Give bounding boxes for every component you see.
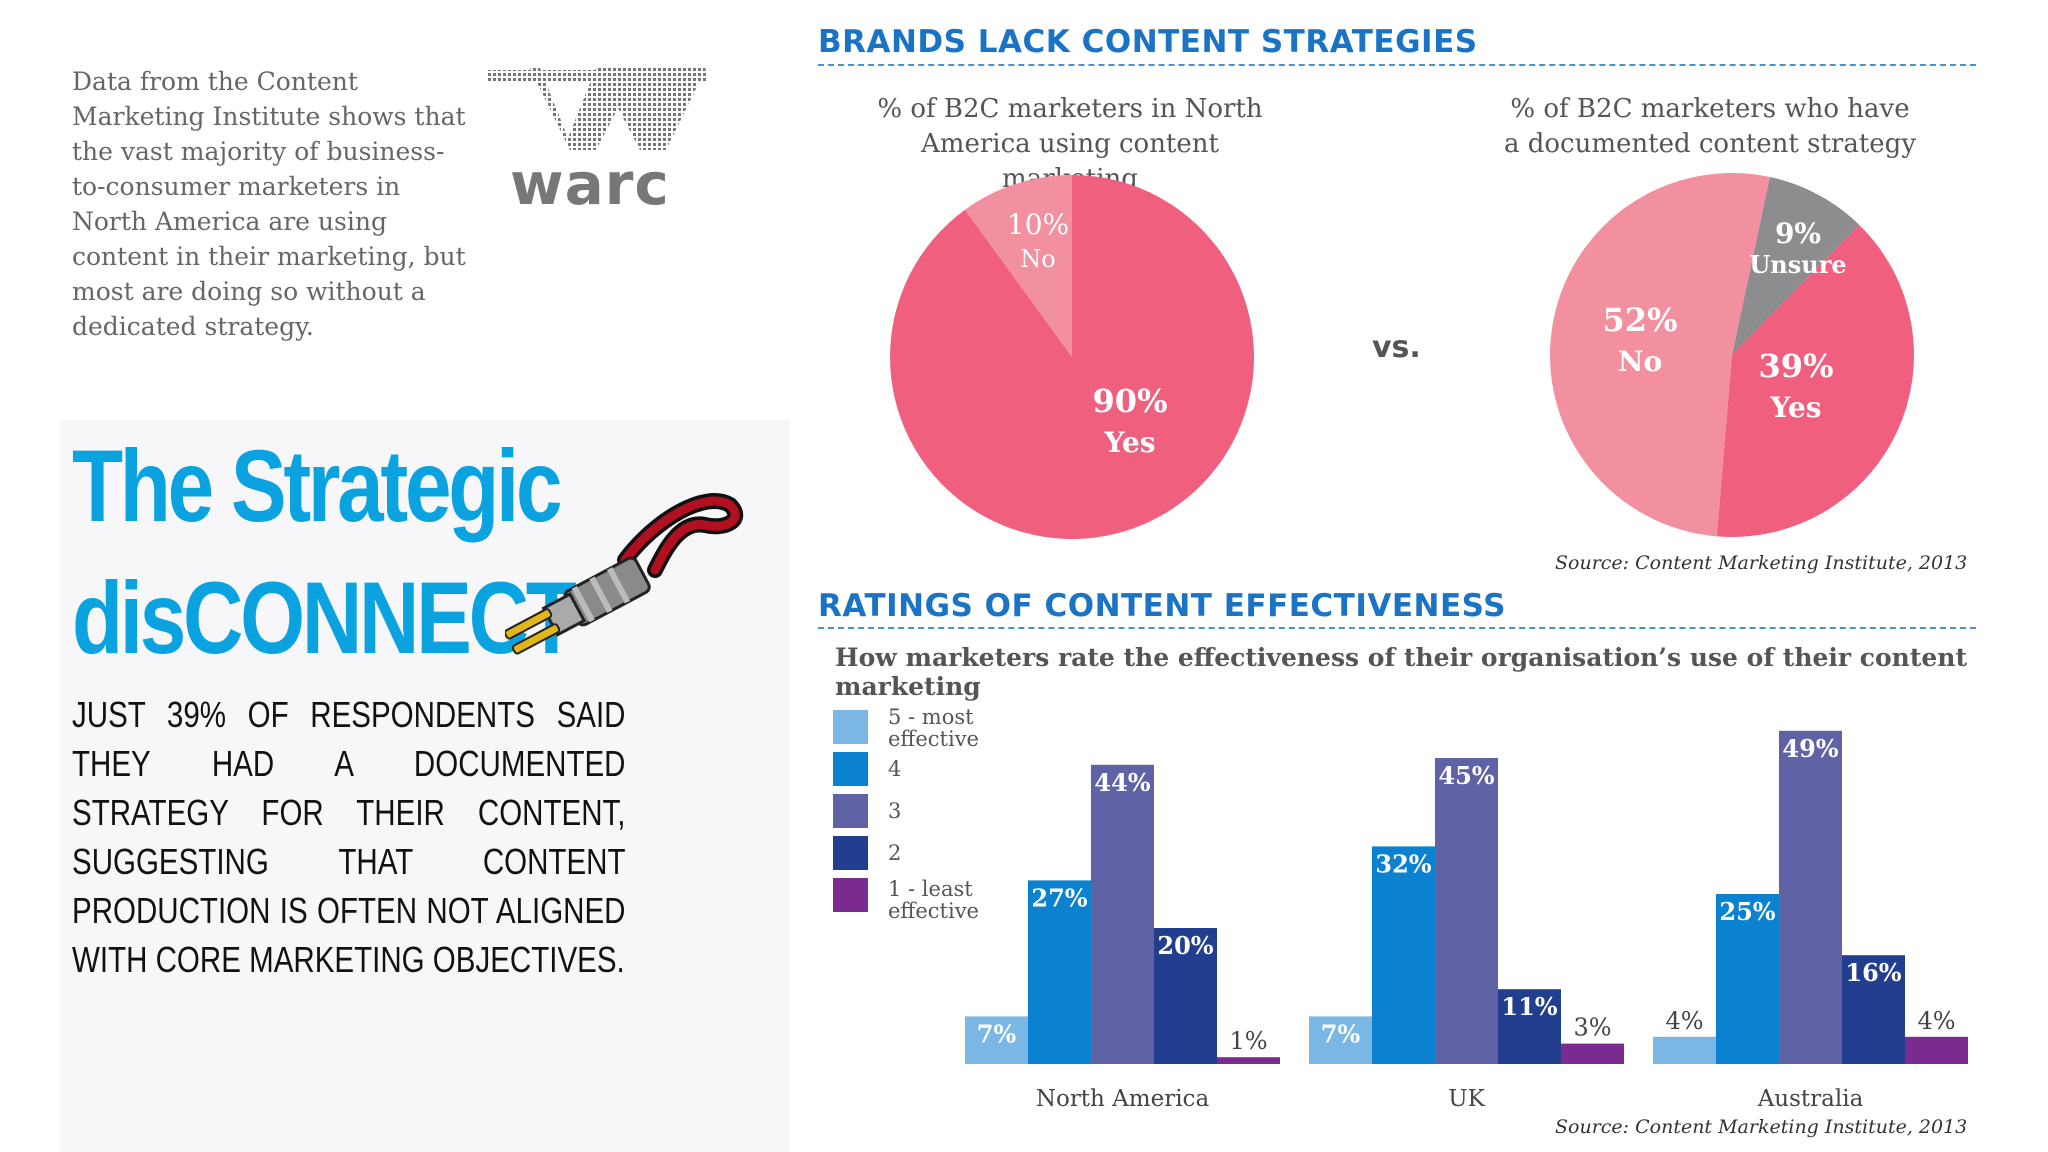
bar-chart-subtitle: How marketers rate the effectiveness of … [835,643,1968,701]
bar-australia-level-5 [1653,1036,1716,1064]
pie2-label-unsure-value: 9% [1775,217,1821,250]
bar-uk-level-4 [1372,846,1435,1064]
pie2-slice-no [1550,173,1770,537]
legend-label-level-3: 3 [888,799,902,823]
pie1-label-yes-name: Yes [1103,426,1155,459]
legend-swatch-level-2 [833,836,868,870]
legend-swatch-level-1 [833,878,868,912]
bar-north-america-level-1 [1217,1057,1280,1064]
category-label-australia: Australia [1757,1086,1864,1112]
pie2-slice-unsure [1732,176,1860,355]
pie2-label-yes-name: Yes [1769,391,1821,424]
category-label-uk: UK [1448,1086,1485,1112]
bar-label-north-america-level-4: 27% [1031,883,1087,912]
pie1-slice-no [965,175,1072,357]
pie2-slice-yes [1716,224,1914,537]
pie2-label-no-value: 52% [1603,301,1678,339]
bar-north-america-level-3 [1091,764,1154,1064]
power-plug-icon [505,493,744,655]
bar-uk-level-2 [1498,989,1561,1064]
headline-line1: The Strategic [72,429,563,543]
bar-uk-level-5 [1309,1016,1372,1064]
category-label-north-america: North America [1036,1086,1210,1112]
pie1-label-no-value: 10% [1007,208,1069,241]
bar-north-america-level-2 [1154,928,1217,1064]
legend-label-level-4: 4 [888,757,902,781]
legend-label-level-5: 5 - most effective [888,705,979,751]
intro-text: Data from the Content Marketing Institut… [72,67,466,341]
pie2-label-no-name: No [1618,345,1662,378]
legend-swatch-level-5 [833,710,868,744]
bar-label-australia-level-1: 4% [1917,1007,1955,1035]
bar-label-uk-level-1: 3% [1573,1014,1611,1042]
bar-australia-level-2 [1842,955,1905,1064]
section-title-strategies: BRANDS LACK CONTENT STRATEGIES [818,24,1478,60]
bar-uk-level-3 [1435,758,1498,1064]
source-note-1: Source: Content Marketing Institute, 201… [1555,552,1968,574]
section-title-effectiveness: RATINGS OF CONTENT EFFECTIVENESS [818,588,1506,624]
warc-logo-text: warc [510,150,670,218]
section-divider-2 [818,627,1976,629]
bar-label-uk-level-5: 7% [1321,1019,1361,1048]
bar-uk-level-1 [1561,1043,1624,1064]
bar-label-uk-level-4: 32% [1375,849,1431,878]
bar-label-north-america-level-3: 44% [1094,768,1150,797]
bar-north-america-level-4 [1028,880,1091,1064]
legend-label-level-1: 1 - least effective [888,877,979,923]
legend-swatch-level-4 [833,752,868,786]
legend-label-level-2: 2 [888,841,902,865]
pie2-label-unsure-name: Unsure [1749,250,1846,279]
vs-label: vs. [1372,330,1421,365]
source-note-2: Source: Content Marketing Institute, 201… [1555,1116,1968,1138]
bar-label-australia-level-3: 49% [1782,734,1838,763]
section-divider-1 [818,64,1976,66]
bar-label-uk-level-3: 45% [1438,761,1494,790]
summary-text: Just 39% of respondents said they had a … [72,694,626,980]
headline-line2: disCONNECT [72,561,577,675]
bar-label-australia-level-2: 16% [1845,958,1901,987]
bar-australia-level-1 [1905,1036,1968,1064]
pie1-label-no-name: No [1020,245,1055,273]
pie1-label-yes-value: 90% [1093,382,1168,420]
bar-australia-level-3 [1779,730,1842,1064]
bar-label-australia-level-4: 25% [1719,897,1775,926]
bar-label-uk-level-2: 11% [1501,992,1557,1021]
bar-label-north-america-level-5: 7% [977,1019,1017,1048]
pie2-caption: % of B2C marketers who have a documented… [1503,94,1917,159]
bar-label-north-america-level-2: 20% [1157,931,1213,960]
pie1-slice-yes [889,175,1255,540]
legend-swatch-level-3 [833,794,868,828]
bar-label-north-america-level-1: 1% [1229,1027,1267,1055]
bar-australia-level-4 [1716,894,1779,1064]
bar-north-america-level-5 [965,1016,1028,1064]
warc-logo-icon [488,68,706,150]
pie2-label-yes-value: 39% [1759,347,1834,385]
bar-label-australia-level-5: 4% [1665,1007,1703,1035]
